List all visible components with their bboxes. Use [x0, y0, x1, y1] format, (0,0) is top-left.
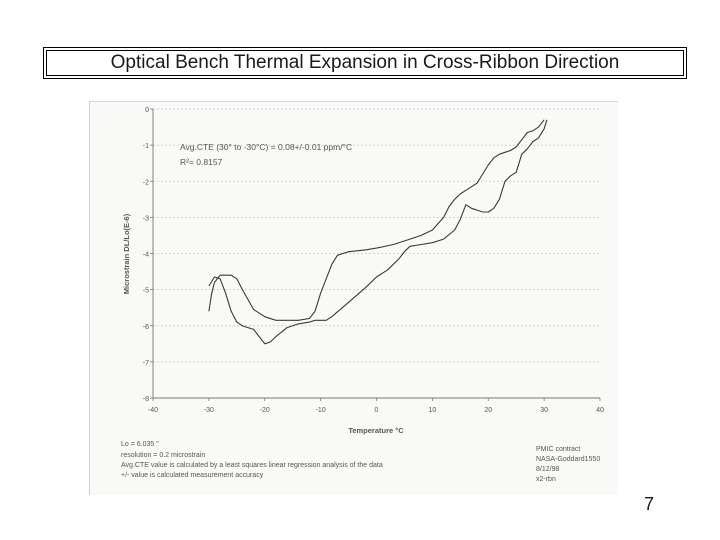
note-left-line: Avg.CTE value is calculated by a least s…	[121, 462, 383, 469]
y-tick-label: -1	[143, 143, 149, 150]
notes-right: PMIC contract NASA-Goddard1550 8/12/98 x2-r…	[536, 446, 600, 483]
page-number: 7	[644, 494, 655, 514]
chart-grid	[153, 108, 600, 363]
y-tick-label: -6	[143, 324, 149, 331]
notes-left: Lo = 6.035 " resolution = 0.2 microstrain…	[121, 441, 383, 479]
chart-tick-labels: 0 -1 -2 -3 -4 -5 -6 -7 -8 -40 -30 -20 -10 0 10 20 30 40	[143, 107, 604, 414]
chart-axes	[150, 108, 601, 401]
x-tick-label: -30	[204, 407, 214, 414]
x-tick-label: -10	[316, 407, 326, 414]
y-tick-label: -7	[143, 360, 149, 367]
note-right-line: 8/12/98	[536, 466, 559, 473]
cte-annotation: Avg.CTE (30° to -30°C) = 0.08+/-0.01 ppm…	[180, 142, 352, 152]
x-axis-label: Temperature °C	[348, 426, 404, 435]
note-left-line: resolution = 0.2 microstrain	[121, 452, 205, 459]
chart-series	[208, 119, 548, 345]
note-right-line: NASA-Goddard1550	[536, 456, 600, 463]
slide-title-box: Optical Bench Thermal Expansion in Cross…	[43, 47, 687, 79]
x-tick-label: 20	[484, 407, 492, 414]
y-axis-label: Microstrain DL/Lo(E-6)	[122, 213, 131, 294]
x-tick-label: -20	[260, 407, 270, 414]
y-tick-label: -4	[143, 252, 149, 259]
y-tick-label: 0	[145, 107, 149, 114]
y-tick-label: -8	[143, 396, 149, 403]
note-right-line: x2-rbn	[536, 476, 556, 483]
x-tick-label: -40	[148, 407, 158, 414]
note-left-line: Lo = 6.035 "	[121, 441, 159, 448]
r-squared-annotation: R²= 0.8157	[180, 157, 223, 167]
note-left-line: +/- value is calculated measurement accu…	[121, 472, 264, 479]
slide-title: Optical Bench Thermal Expansion in Cross…	[110, 52, 620, 73]
note-right-line: PMIC contract	[536, 446, 580, 453]
y-tick-label: -2	[143, 179, 149, 186]
x-tick-label: 40	[596, 407, 604, 414]
x-tick-label: 10	[428, 407, 436, 414]
y-tick-label: -5	[143, 288, 149, 295]
x-tick-label: 0	[375, 407, 379, 414]
series-line-2	[208, 119, 548, 345]
y-tick-label: -3	[143, 215, 149, 222]
x-tick-label: 30	[540, 407, 548, 414]
series-line-1	[208, 119, 545, 321]
